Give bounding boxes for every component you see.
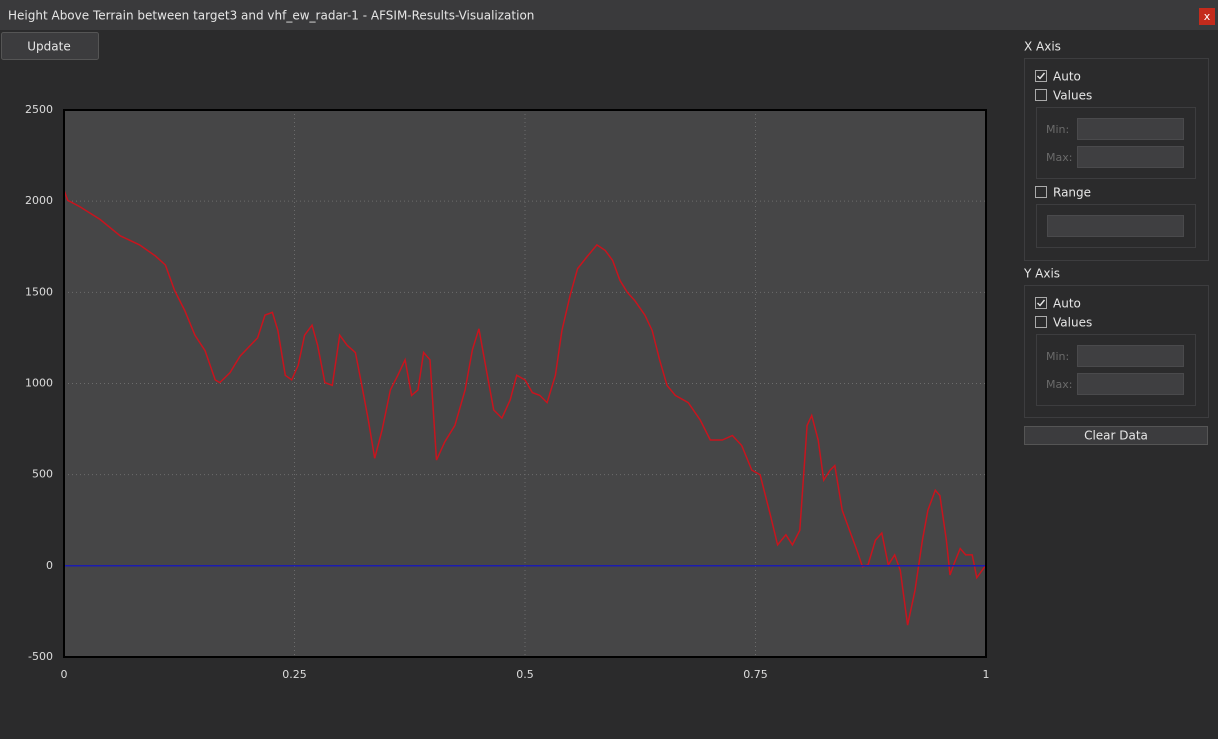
x-tick-label: 1 [983, 668, 990, 681]
checkbox[interactable] [1035, 89, 1047, 101]
y-axis-group-title: Y Axis [1023, 267, 1060, 281]
group-box [1036, 204, 1196, 248]
update-label[interactable]: Update [27, 40, 70, 54]
input-field[interactable] [1077, 373, 1184, 395]
x-axis-group-title: X Axis [1024, 40, 1061, 54]
group-box [1024, 285, 1209, 418]
input-field[interactable] [1077, 118, 1184, 140]
title-bar [0, 0, 1218, 30]
input-field[interactable] [1077, 146, 1184, 168]
y-tick-label: 2000 [25, 194, 53, 207]
checkbox[interactable] [1035, 186, 1047, 198]
input-field[interactable] [1077, 345, 1184, 367]
field-label: Max: [1046, 151, 1072, 164]
group-box [1036, 107, 1196, 179]
input-field[interactable] [1047, 215, 1184, 237]
chart: -500 0 500 1000 1500 2000 2500 0 0.25 0.5 0.75 1 [25, 103, 990, 681]
y-tick-label: 0 [46, 559, 53, 572]
y-tick-label: 1000 [25, 377, 53, 390]
close-label[interactable]: x [1204, 10, 1211, 23]
close-button[interactable] [1199, 8, 1215, 25]
group-box [1036, 334, 1196, 406]
checkbox[interactable] [1035, 297, 1047, 309]
x-tick-label: 0.5 [516, 668, 534, 681]
field-label: Max: [1046, 378, 1072, 391]
check-mark [1037, 72, 1046, 80]
checkbox[interactable] [1035, 316, 1047, 328]
y-tick-label: 2500 [25, 103, 53, 116]
clear-label[interactable]: Clear Data [1084, 429, 1148, 443]
check-mark [1037, 299, 1046, 307]
checkbox-label[interactable]: Values [1053, 316, 1092, 330]
plot-border [63, 109, 987, 658]
x-tick-label: 0.75 [743, 668, 768, 681]
window-title: Height Above Terrain between target3 and… [8, 9, 534, 23]
y-tick-label: -500 [28, 650, 53, 663]
field-label: Min: [1046, 350, 1069, 363]
y-tick-label: 1500 [25, 285, 53, 298]
clear-button[interactable] [1024, 426, 1208, 445]
group-box [1024, 58, 1209, 261]
x-tick-label: 0 [61, 668, 68, 681]
update-button[interactable] [1, 32, 99, 60]
x-tick-label: 0.25 [282, 668, 307, 681]
y-tick-label: 500 [32, 468, 53, 481]
checkbox-label[interactable]: Auto [1053, 70, 1081, 84]
checkbox-label[interactable]: Values [1053, 89, 1092, 103]
checkbox-label[interactable]: Range [1053, 186, 1091, 200]
checkbox[interactable] [1035, 70, 1047, 82]
field-label: Min: [1046, 123, 1069, 136]
checkbox-label[interactable]: Auto [1053, 297, 1081, 311]
